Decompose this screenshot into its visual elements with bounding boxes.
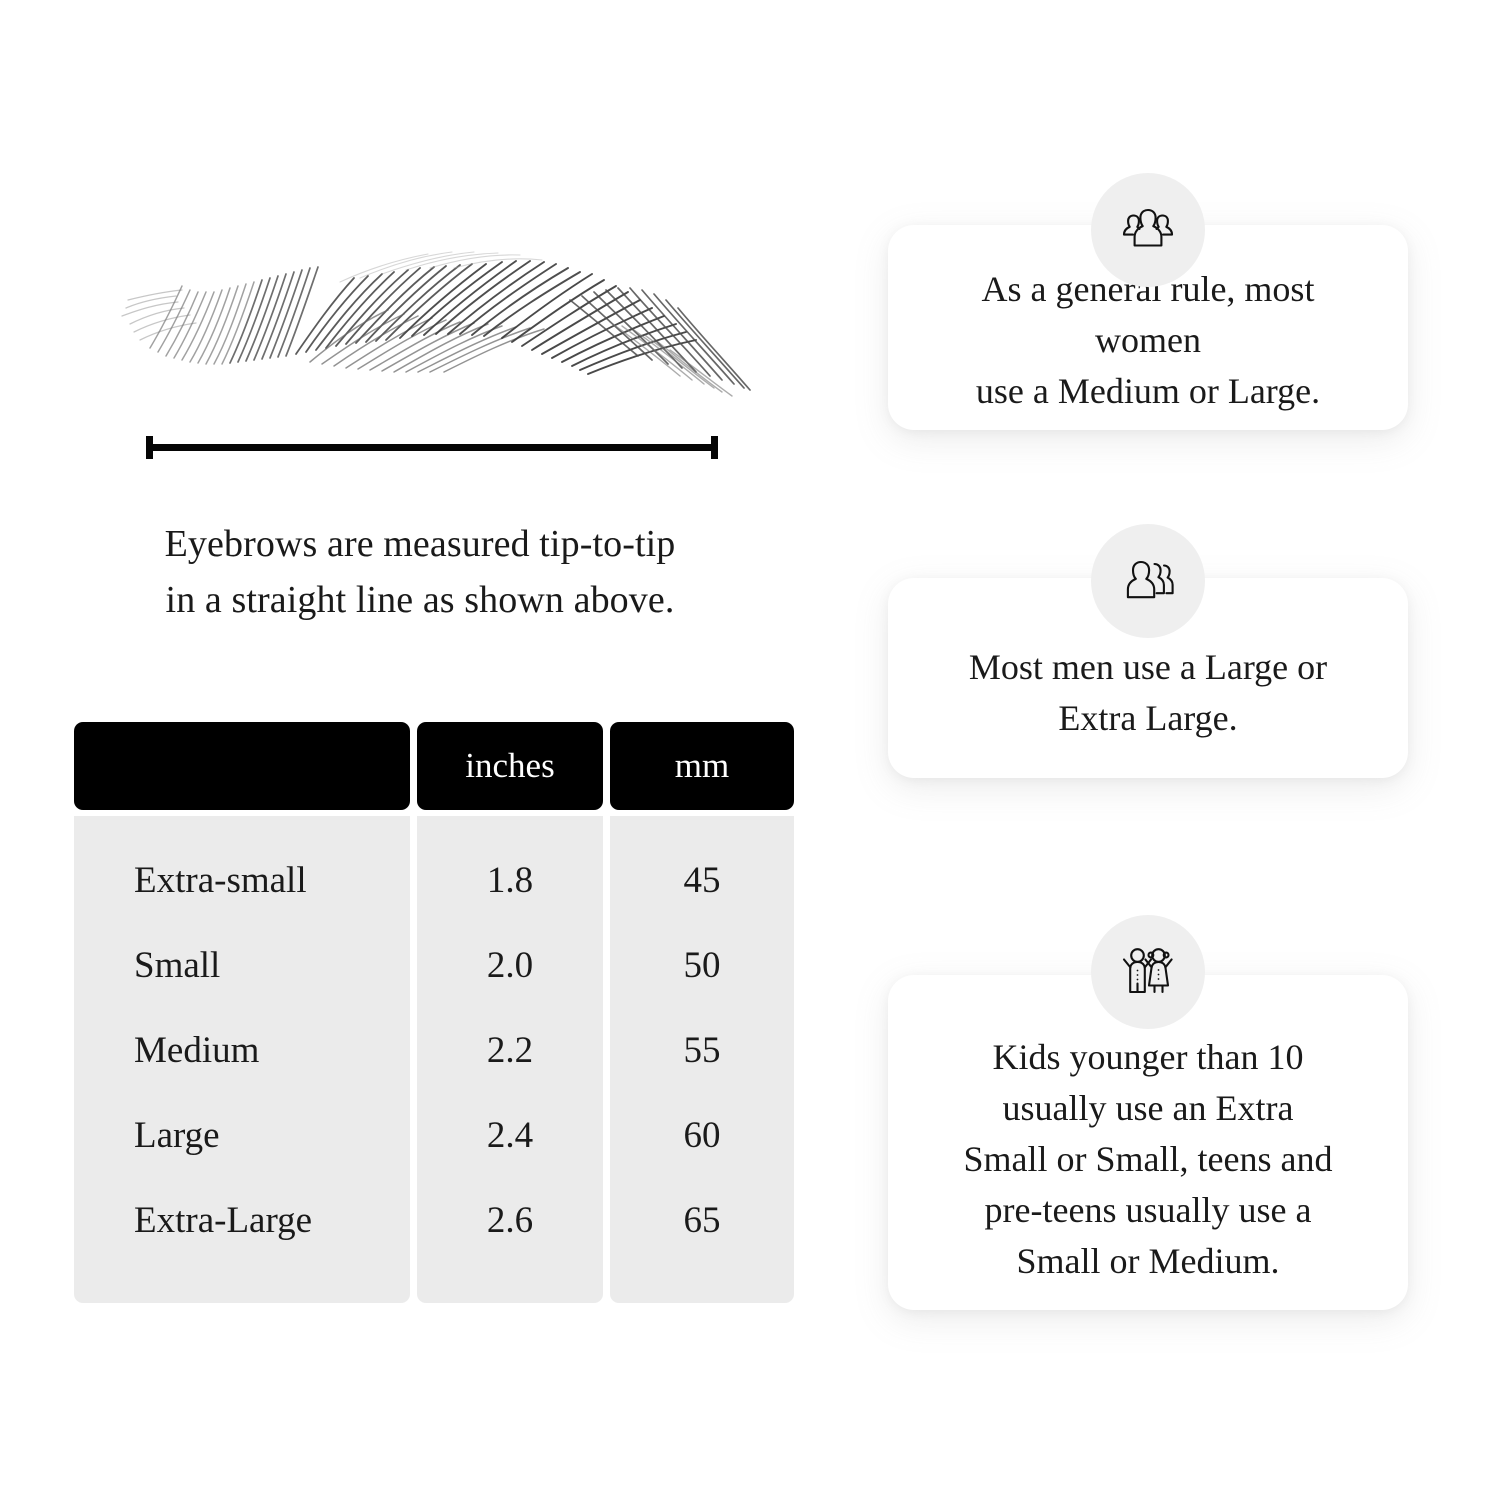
table-cell-inches: 2.6 bbox=[486, 1200, 534, 1241]
card-men-line-1: Most men use a Large or bbox=[968, 646, 1328, 687]
size-table: inches mm Extra-small Small Medium Large… bbox=[74, 722, 794, 1303]
recommendation-cards: As a general rule, most women use a Medi… bbox=[888, 0, 1408, 1500]
table-header-inches: inches bbox=[417, 722, 603, 810]
men-group-icon bbox=[1119, 555, 1177, 607]
table-column-mm: 45 50 55 60 65 bbox=[610, 816, 794, 1303]
table-body: Extra-small Small Medium Large Extra-Lar… bbox=[74, 816, 794, 1303]
men-group-icon-bubble bbox=[1091, 524, 1205, 638]
table-cell-mm: 45 bbox=[683, 860, 721, 901]
table-cell-mm: 55 bbox=[683, 1030, 721, 1071]
kids-icon bbox=[1120, 945, 1176, 999]
table-cell-inches: 2.2 bbox=[486, 1030, 534, 1071]
caption-line-1: Eyebrows are measured tip-to-tip bbox=[164, 523, 676, 565]
table-cell-size: Medium bbox=[134, 1030, 260, 1071]
eyebrow-illustration bbox=[110, 230, 770, 420]
table-column-inches: 1.8 2.0 2.2 2.4 2.6 bbox=[417, 816, 603, 1303]
table-cell-inches: 1.8 bbox=[486, 860, 534, 901]
table-cell-mm: 65 bbox=[683, 1200, 721, 1241]
table-header-size bbox=[74, 722, 410, 810]
table-cell-size: Extra-small bbox=[134, 860, 307, 901]
measurement-bar bbox=[146, 432, 718, 462]
card-women: As a general rule, most women use a Medi… bbox=[888, 225, 1408, 430]
table-cell-mm: 60 bbox=[683, 1115, 721, 1156]
card-women-line-2: use a Medium or Large. bbox=[975, 371, 1321, 412]
card-kids: Kids younger than 10 usually use an Extr… bbox=[888, 975, 1408, 1310]
table-header-row: inches mm bbox=[74, 722, 794, 810]
measurement-panel: Eyebrows are measured tip-to-tip in a st… bbox=[70, 230, 794, 1303]
women-group-icon bbox=[1119, 204, 1177, 256]
table-cell-size: Small bbox=[134, 945, 221, 986]
table-cell-inches: 2.4 bbox=[486, 1115, 534, 1156]
card-kids-line-5: Small or Medium. bbox=[1016, 1241, 1280, 1282]
kids-icon-bubble bbox=[1091, 915, 1205, 1029]
card-kids-line-2: usually use an Extra bbox=[1002, 1087, 1294, 1128]
measurement-caption: Eyebrows are measured tip-to-tip in a st… bbox=[70, 516, 770, 628]
table-column-size: Extra-small Small Medium Large Extra-Lar… bbox=[74, 816, 410, 1303]
women-group-icon-bubble bbox=[1091, 173, 1205, 287]
table-header-mm: mm bbox=[610, 722, 794, 810]
caption-line-2: in a straight line as shown above. bbox=[165, 579, 675, 622]
card-kids-line-4: pre-teens usually use a bbox=[984, 1190, 1312, 1231]
table-cell-size: Extra-Large bbox=[134, 1200, 313, 1241]
card-kids-line-1: Kids younger than 10 bbox=[992, 1036, 1304, 1077]
card-men-line-2: Extra Large. bbox=[1058, 698, 1238, 738]
card-men-text: Most men use a Large or Extra Large. bbox=[931, 612, 1365, 744]
table-cell-inches: 2.0 bbox=[486, 945, 534, 986]
card-kids-text: Kids younger than 10 usually use an Extr… bbox=[926, 998, 1371, 1288]
table-cell-mm: 50 bbox=[683, 945, 721, 986]
table-cell-size: Large bbox=[134, 1115, 220, 1156]
card-kids-line-3: Small or Small, teens and bbox=[963, 1138, 1333, 1179]
